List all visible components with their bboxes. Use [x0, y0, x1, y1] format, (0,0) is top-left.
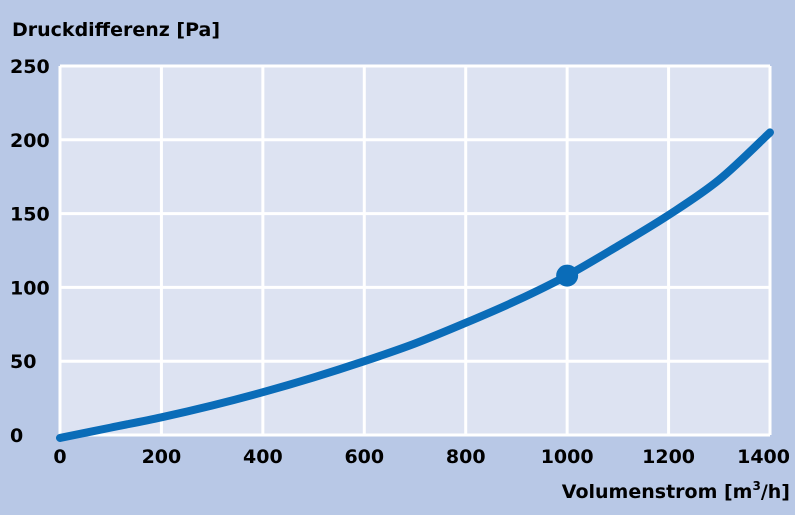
grid — [58, 64, 772, 437]
x-tick-label: 1000 — [541, 446, 594, 468]
y-axis-title: Druckdifferenz [Pa] — [12, 19, 220, 41]
x-tick-label: 1200 — [642, 446, 695, 468]
series-line — [56, 128, 774, 442]
x-axis-title-main: Volumenstrom [m — [562, 481, 753, 503]
x-tick-label: 400 — [243, 446, 283, 468]
x-tick-label: 200 — [142, 446, 182, 468]
y-tick-label: 0 — [10, 425, 23, 447]
x-tick-label: 0 — [53, 446, 66, 468]
y-tick-label: 250 — [10, 56, 50, 78]
y-tick-label: 50 — [10, 351, 36, 373]
x-tick-label: 1400 — [737, 446, 790, 468]
x-tick-labels: 0 200 400 600 800 1000 1200 1400 — [53, 446, 790, 468]
x-tick-label: 800 — [446, 446, 486, 468]
plot-area — [60, 66, 770, 435]
y-tick-label: 200 — [10, 130, 50, 152]
x-axis-title: Volumenstrom [m3/h] — [562, 479, 790, 503]
y-tick-label: 100 — [10, 277, 50, 299]
y-tick-label: 150 — [10, 204, 50, 226]
x-axis-title-tail: /h] — [761, 481, 790, 503]
y-tick-labels: 0 50 100 150 200 250 — [10, 56, 50, 447]
x-axis-title-sup: 3 — [752, 479, 760, 493]
operating-point-marker — [556, 264, 579, 287]
x-tick-label: 600 — [344, 446, 384, 468]
